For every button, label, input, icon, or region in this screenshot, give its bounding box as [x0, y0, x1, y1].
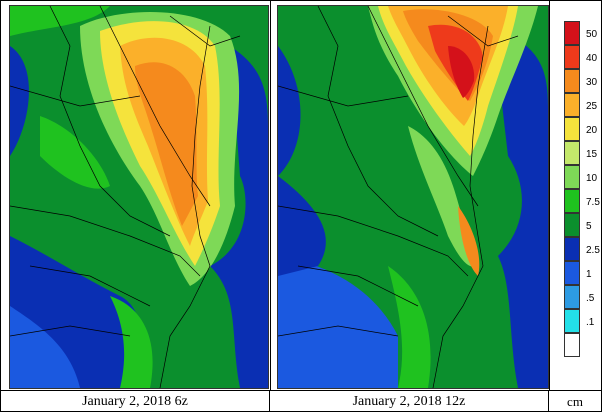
legend-tick-label: 10	[586, 173, 598, 184]
precip-map-6z	[10, 6, 268, 388]
legend-swatch	[564, 237, 580, 261]
legend-swatch	[564, 309, 580, 333]
panel-divider	[270, 1, 271, 390]
caption-row: January 2, 2018 6z January 2, 2018 12z c…	[1, 390, 601, 412]
legend-swatch	[564, 69, 580, 93]
legend-swatch	[564, 93, 580, 117]
map-panel-6z	[9, 5, 269, 389]
legend-swatch	[564, 141, 580, 165]
legend-tick-label: 20	[586, 125, 598, 136]
legend-tick-label: 2.5	[586, 245, 600, 256]
legend-swatch	[564, 165, 580, 189]
legend-swatch	[564, 285, 580, 309]
map-panel-12z	[277, 5, 549, 389]
legend-tick-label: .5	[586, 293, 595, 304]
legend-tick-label: 15	[586, 149, 598, 160]
legend-tick-label: 40	[586, 53, 598, 64]
legend-swatch	[564, 189, 580, 213]
legend-swatch	[564, 45, 580, 69]
legend-tick-label: 25	[586, 101, 598, 112]
caption-6z: January 2, 2018 6z	[1, 391, 270, 412]
legend-swatch	[564, 21, 580, 45]
legend-tick-label: 7.5	[586, 197, 600, 208]
legend-tick-label: 50	[586, 29, 598, 40]
legend-unit-label: cm	[567, 394, 583, 409]
caption-12z: January 2, 2018 12z	[270, 391, 549, 412]
legend-tick-label: 1	[586, 269, 592, 280]
legend-swatch	[564, 117, 580, 141]
legend-swatch	[564, 333, 580, 357]
legend-swatch	[564, 261, 580, 285]
legend-tick-label: 30	[586, 77, 598, 88]
legend-tick-label: .1	[586, 317, 595, 328]
legend-divider	[549, 1, 550, 390]
legend-tick-label: 5	[586, 221, 592, 232]
precip-map-12z	[278, 6, 548, 388]
legend-swatch	[564, 213, 580, 237]
